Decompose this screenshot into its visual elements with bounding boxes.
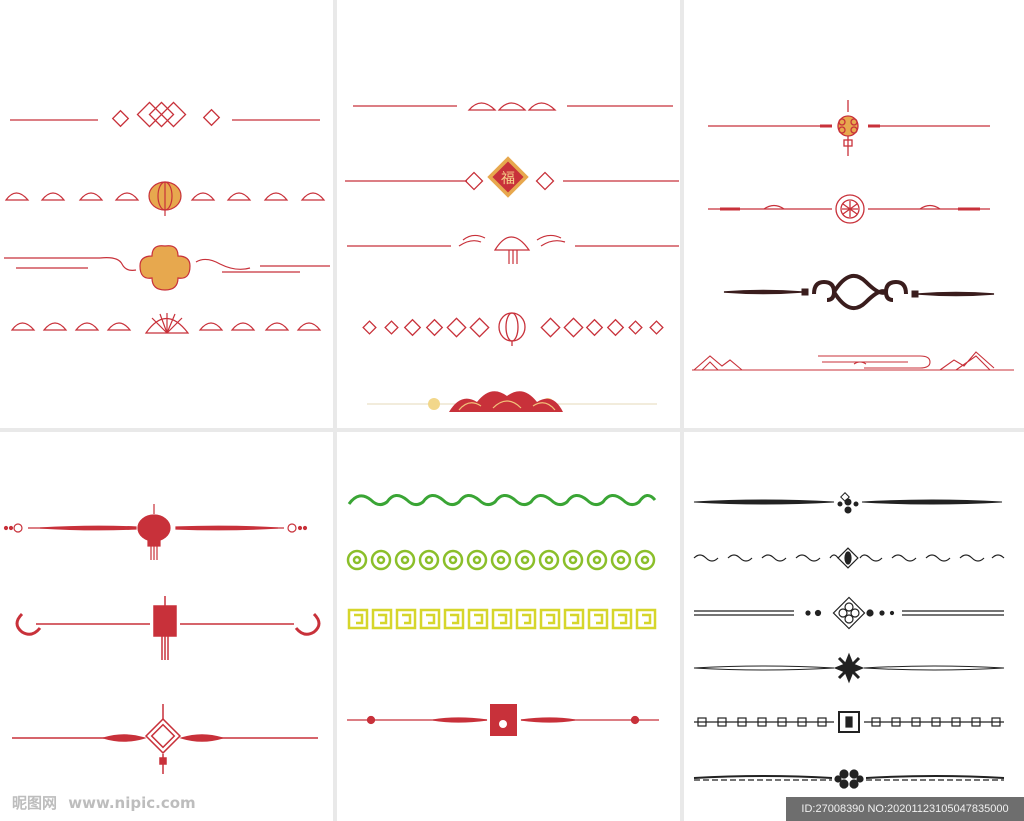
divider-green-waves [347, 494, 657, 507]
divider-black-waves [693, 547, 1005, 569]
panel-mixed-knot [684, 0, 1024, 428]
divider-mountain-cloud [692, 351, 1014, 371]
divider-fu-badge: 福 [345, 156, 679, 198]
divider-black-knot [693, 769, 1005, 789]
panel-red-ornament-art: 福 [345, 102, 679, 412]
fu-character: 福 [501, 171, 515, 187]
panel-black-ornament: ID:27008390 NO:20201123105047835000 [684, 432, 1024, 821]
divider-black-clover [694, 596, 1004, 630]
panel-black-ornament-art [693, 492, 1005, 789]
divider-round-knot [708, 194, 990, 224]
divider-cloud-flower [4, 245, 330, 291]
divider-triple-fan [353, 102, 673, 111]
divider-yellow-meanders [347, 608, 657, 630]
divider-wave-cloud [367, 391, 657, 412]
watermark-site: 昵图网 www.nipic.com [12, 794, 196, 812]
divider-diamond-lattice [10, 101, 320, 128]
divider-black-chain [694, 711, 1004, 733]
divider-black-scroll [723, 273, 995, 311]
panel-green-scroll-art [346, 494, 659, 736]
divider-black-star [693, 652, 1005, 684]
panel-mixed-knot-art [692, 100, 1014, 371]
divider-diamonds-lantern [362, 312, 664, 346]
divider-black-rope [693, 492, 1003, 514]
watermark-url: www.nipic.com [68, 794, 195, 812]
divider-fans-lantern [4, 181, 326, 216]
panel-red-lattice [0, 0, 333, 428]
divider-hanging-tassel [15, 596, 321, 660]
divider-lantern-line [3, 504, 308, 560]
panel-red-knot-art: 昵图网 www.nipic.com [3, 504, 321, 812]
divider-fans-fold [10, 313, 322, 334]
panel-red-knot: 昵图网 www.nipic.com [0, 432, 333, 821]
divider-lime-spirals [346, 549, 656, 571]
image-id-bar: ID:27008390 NO:20201123105047835000 [786, 797, 1024, 821]
panel-green-scroll [337, 432, 680, 821]
divider-cloud-fan [347, 234, 679, 264]
watermark-cn: 昵图网 [12, 794, 57, 812]
divider-chinese-knot [12, 704, 318, 774]
divider-red-seal [347, 704, 659, 736]
panel-red-ornament: 福 [337, 0, 680, 428]
panel-red-lattice-art [4, 101, 330, 334]
divider-knot-pendant [708, 100, 990, 156]
